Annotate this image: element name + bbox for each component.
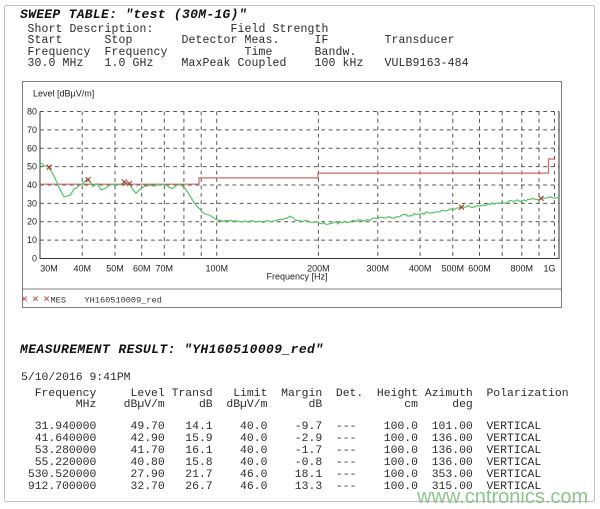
- svg-text:0: 0: [32, 253, 37, 263]
- svg-text:500M: 500M: [442, 263, 465, 273]
- svg-text:80: 80: [27, 106, 37, 116]
- svg-text:300M: 300M: [367, 263, 390, 273]
- svg-text:800M: 800M: [511, 263, 534, 273]
- svg-text:1G: 1G: [543, 263, 555, 273]
- svg-text:400M: 400M: [409, 263, 432, 273]
- svg-text:20: 20: [27, 216, 37, 226]
- svg-text:Frequency [Hz]: Frequency [Hz]: [266, 271, 327, 281]
- svg-text:70: 70: [27, 124, 37, 134]
- svg-text:30: 30: [27, 198, 37, 208]
- svg-text:40: 40: [27, 180, 37, 190]
- svg-text:Level [dBµV/m]: Level [dBµV/m]: [33, 88, 94, 98]
- svg-text:10: 10: [27, 235, 37, 245]
- svg-text:40M: 40M: [73, 263, 91, 273]
- svg-text:70M: 70M: [156, 263, 174, 273]
- svg-text:60: 60: [27, 143, 37, 153]
- svg-text:600M: 600M: [468, 263, 491, 273]
- svg-text:60M: 60M: [133, 263, 151, 273]
- svg-text:YH160510009_red: YH160510009_red: [85, 295, 162, 305]
- svg-text:50: 50: [27, 161, 37, 171]
- svg-text:50M: 50M: [106, 263, 124, 273]
- svg-text:MES: MES: [51, 295, 66, 305]
- svg-text:100M: 100M: [205, 263, 228, 273]
- svg-text:30M: 30M: [40, 263, 58, 273]
- svg-text:200M: 200M: [307, 263, 330, 273]
